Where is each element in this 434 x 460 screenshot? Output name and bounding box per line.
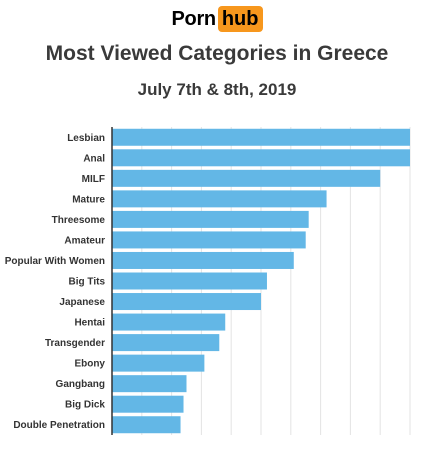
chart-subtitle: July 7th & 8th, 2019	[137, 80, 297, 99]
bar	[112, 354, 205, 372]
bar	[112, 128, 410, 146]
category-label: Transgender	[45, 338, 105, 349]
bar	[112, 293, 261, 311]
category-label: Big Tits	[69, 277, 106, 288]
category-label: Threesome	[52, 215, 106, 226]
category-label: Popular With Women	[5, 256, 105, 267]
category-label: Double Penetration	[13, 420, 105, 431]
logo-box: hub	[217, 6, 263, 32]
bar	[112, 395, 184, 413]
chart-title: Most Viewed Categories in Greece	[45, 42, 389, 65]
category-label: Mature	[72, 194, 105, 205]
category-label: Amateur	[64, 235, 105, 246]
category-label: Big Dick	[65, 400, 105, 411]
category-label: Lesbian	[67, 133, 105, 144]
bar	[112, 251, 294, 269]
category-label: Gangbang	[56, 379, 105, 390]
logo-word: Porn	[171, 7, 216, 30]
pornhub-logo: Porn hub	[0, 6, 434, 32]
category-label: Anal	[83, 153, 105, 164]
bar	[112, 416, 181, 434]
category-label: Ebony	[74, 359, 105, 370]
bar	[112, 375, 187, 393]
category-label: MILF	[82, 174, 105, 185]
bar	[112, 334, 220, 352]
bar	[112, 190, 327, 208]
bar	[112, 149, 410, 167]
bar	[112, 231, 306, 249]
category-label: Japanese	[59, 297, 105, 308]
bar	[112, 210, 309, 228]
bar	[112, 169, 381, 187]
bar	[112, 272, 267, 290]
bar	[112, 313, 226, 331]
category-label: Hentai	[74, 318, 105, 329]
